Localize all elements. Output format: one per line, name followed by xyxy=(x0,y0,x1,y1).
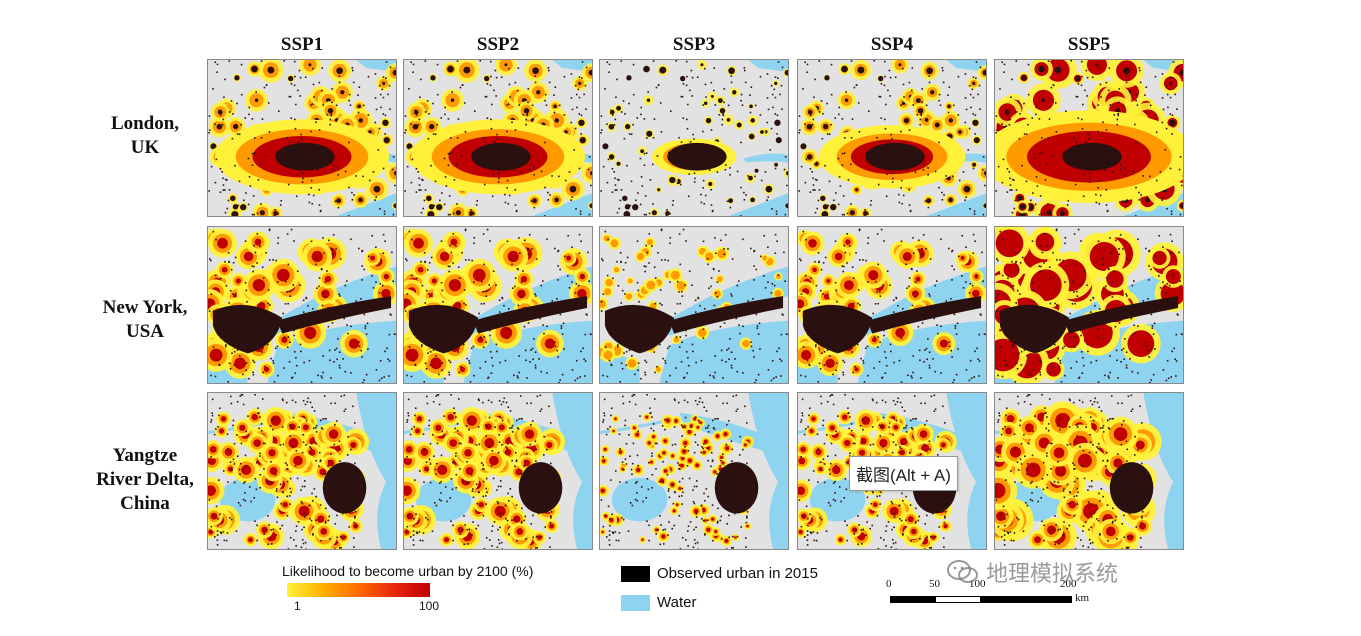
column-header-ssp4: SSP4 xyxy=(870,34,914,55)
map-image xyxy=(995,227,1183,383)
row-label-line: UK xyxy=(130,137,160,158)
map-panel-yangtze-ssp1 xyxy=(207,392,397,550)
water-swatch xyxy=(621,595,650,611)
row-label-line: London, xyxy=(110,113,180,134)
likelihood-gradient-bar xyxy=(287,583,430,597)
scale-tick-label: 200 xyxy=(1060,578,1077,590)
map-panel-london-ssp2 xyxy=(403,59,593,217)
scale-tick-label: 0 xyxy=(886,578,892,590)
wechat-icon xyxy=(947,560,978,583)
watermark: 地理模拟系统 xyxy=(946,556,1118,588)
map-panel-new-york-ssp2 xyxy=(403,226,593,384)
row-header-yangtze: Yangtze River Delta, China xyxy=(70,444,220,516)
map-image xyxy=(798,60,986,216)
urban-swatch xyxy=(621,566,650,582)
map-panel-new-york-ssp3 xyxy=(599,226,789,384)
map-image xyxy=(404,60,592,216)
map-image xyxy=(404,393,592,549)
column-header-ssp5: SSP5 xyxy=(1067,34,1111,55)
map-image xyxy=(208,227,396,383)
row-label-line: River Delta, xyxy=(96,469,194,490)
watermark-text: 地理模拟系统 xyxy=(986,562,1119,587)
map-panel-yangtze-ssp5 xyxy=(994,392,1184,550)
map-panel-london-ssp1 xyxy=(207,59,397,217)
row-label-line: New York, xyxy=(102,297,188,318)
row-label-line: Yangtze xyxy=(112,445,178,466)
column-header-ssp2: SSP2 xyxy=(476,34,520,55)
map-panel-new-york-ssp1 xyxy=(207,226,397,384)
map-image xyxy=(600,227,788,383)
likelihood-min-label: 1 xyxy=(294,599,301,613)
map-image xyxy=(208,60,396,216)
column-header-ssp3: SSP3 xyxy=(672,34,716,55)
map-image xyxy=(404,227,592,383)
scale-unit-label: km xyxy=(1075,592,1090,604)
map-image xyxy=(600,393,788,549)
map-panel-new-york-ssp4 xyxy=(797,226,987,384)
map-panel-london-ssp3 xyxy=(599,59,789,217)
scale-segment xyxy=(890,596,936,603)
map-panel-yangtze-ssp3 xyxy=(599,392,789,550)
map-image xyxy=(995,60,1183,216)
likelihood-legend-title: Likelihood to become urban by 2100 (%) xyxy=(282,563,534,579)
row-label-line: USA xyxy=(125,321,164,342)
row-header-new-york: New York, USA xyxy=(70,296,220,344)
scale-tick-label: 50 xyxy=(929,578,940,590)
row-header-london: London, UK xyxy=(70,112,220,160)
urban-legend-label: Observed urban in 2015 xyxy=(657,565,818,582)
map-image xyxy=(995,393,1183,549)
map-panel-new-york-ssp5 xyxy=(994,226,1184,384)
map-panel-london-ssp5 xyxy=(994,59,1184,217)
likelihood-max-label: 100 xyxy=(419,599,440,613)
row-label-line: China xyxy=(120,493,170,514)
water-legend-label: Water xyxy=(657,594,697,611)
scale-segment xyxy=(935,596,981,603)
scale-segment xyxy=(980,596,1072,603)
map-panel-yangtze-ssp2 xyxy=(403,392,593,550)
screenshot-tooltip: 截图(Alt + A) xyxy=(849,456,958,491)
map-image xyxy=(600,60,788,216)
map-panel-london-ssp4 xyxy=(797,59,987,217)
map-image xyxy=(798,227,986,383)
column-header-ssp1: SSP1 xyxy=(280,34,324,55)
map-image xyxy=(208,393,396,549)
